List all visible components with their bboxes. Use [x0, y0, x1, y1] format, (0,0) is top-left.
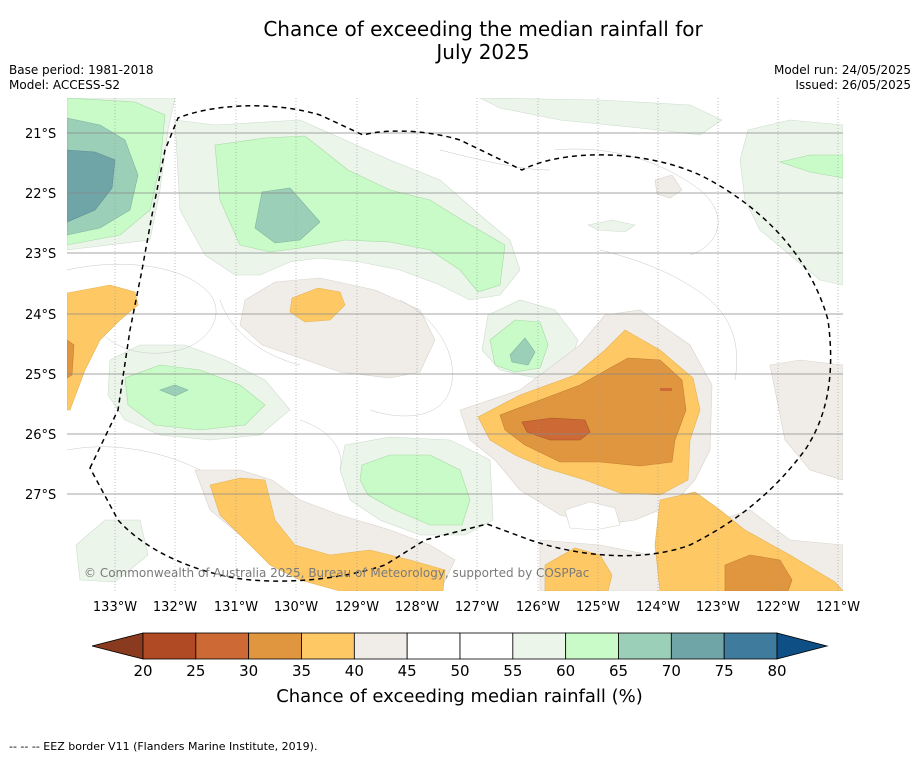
meta-right: Model run: 24/05/2025 Issued: 26/05/2025 [774, 63, 911, 93]
lat-label-23: 23°S [25, 247, 56, 262]
lat-label-26: 26°S [25, 428, 56, 443]
lon-label-132: 132°W [153, 600, 197, 615]
lon-label-123: 123°W [696, 600, 740, 615]
title-line-1: Chance of exceeding the median rainfall … [263, 17, 703, 41]
region-25-30 [521, 417, 591, 441]
colorbar-tick-label: 45 [398, 662, 417, 680]
colorbar-segment [512, 632, 567, 660]
lat-gridlines [67, 132, 843, 495]
lon-label-125: 125°W [576, 600, 620, 615]
lon-label-122: 122°W [756, 600, 800, 615]
colorbar-segment [195, 632, 250, 660]
lat-label-22: 22°S [25, 187, 56, 202]
lon-label-127: 127°W [455, 600, 499, 615]
colorbar-segment [723, 632, 778, 660]
lon-label-121: 121°W [816, 600, 860, 615]
colorbar-tick-label: 60 [556, 662, 575, 680]
minor-features [564, 388, 672, 531]
issued-date: Issued: 26/05/2025 [795, 78, 911, 92]
colorbar-tick-label: 30 [239, 662, 258, 680]
region-70-75 [67, 149, 116, 223]
colorbar-tick-label: 35 [292, 662, 311, 680]
lon-label-131: 131°W [214, 600, 258, 615]
colorbar-segment [406, 632, 461, 660]
colorbar-tick-label: 65 [609, 662, 628, 680]
map-plot-area: © Commonwealth of Australia 2025, Bureau… [67, 98, 843, 591]
title-line-2: July 2025 [436, 40, 530, 64]
gridlines [114, 98, 839, 591]
model-run: Model run: 24/05/2025 [773, 63, 911, 77]
colorbar-tick-label: 70 [662, 662, 681, 680]
lon-label-126: 126°W [516, 600, 560, 615]
map-title: Chance of exceeding the median rainfall … [0, 18, 919, 64]
colorbar-segment [459, 632, 514, 660]
colorbar-tick-label: 20 [133, 662, 152, 680]
colorbar-segment [670, 632, 725, 660]
colorbar-segment [142, 632, 197, 660]
lon-labels: 133°W 132°W 131°W 130°W 129°W 128°W 127°… [93, 600, 860, 615]
lat-label-25: 25°S [25, 368, 56, 383]
lat-label-21: 21°S [25, 127, 56, 142]
lon-label-124: 124°W [636, 600, 680, 615]
colorbar-tick-label: 75 [715, 662, 734, 680]
lat-label-27: 27°S [25, 488, 56, 503]
colorbar-segment [618, 632, 672, 660]
copyright-notice: © Commonwealth of Australia 2025, Bureau… [84, 566, 589, 580]
eez-legend-note: -- -- -- EEZ border V11 (Flanders Marine… [9, 740, 318, 753]
base-period: Base period: 1981-2018 [9, 63, 154, 77]
lat-labels: 21°S 22°S 23°S 24°S 25°S 26°S 27°S [25, 127, 56, 503]
colorbar-segment [248, 632, 302, 660]
lon-label-129: 129°W [335, 600, 379, 615]
lon-label-133: 133°W [93, 600, 137, 615]
colorbar-ticks: 20 25 30 35 40 45 50 55 60 65 70 75 80 [133, 662, 786, 680]
colorbar-tick-label: 40 [345, 662, 364, 680]
forecast-map: © Commonwealth of Australia 2025, Bureau… [25, 98, 860, 680]
colorbar-tick-label: 50 [450, 662, 469, 680]
colorbar: 20 25 30 35 40 45 50 55 60 65 70 75 80 [91, 632, 829, 680]
colorbar-segment [301, 632, 355, 660]
colorbar-high-arrow [776, 632, 829, 660]
meta-left: Base period: 1981-2018 Model: ACCESS-S2 [9, 63, 154, 93]
colorbar-segment [353, 632, 408, 660]
lat-label-24: 24°S [25, 308, 56, 323]
model-name: Model: ACCESS-S2 [9, 78, 121, 92]
lon-label-130: 130°W [274, 600, 318, 615]
contour-lines [67, 148, 737, 471]
colorbar-tick-label: 55 [503, 662, 522, 680]
colorbar-segments [142, 632, 778, 660]
colorbar-segment [565, 632, 619, 660]
colorbar-tick-label: 25 [186, 662, 205, 680]
eez-border [89, 105, 832, 582]
colorbar-low-arrow [91, 632, 144, 660]
lon-label-128: 128°W [395, 600, 439, 615]
colorbar-label: Chance of exceeding median rainfall (%) [276, 686, 643, 707]
colorbar-tick-label: 80 [767, 662, 786, 680]
